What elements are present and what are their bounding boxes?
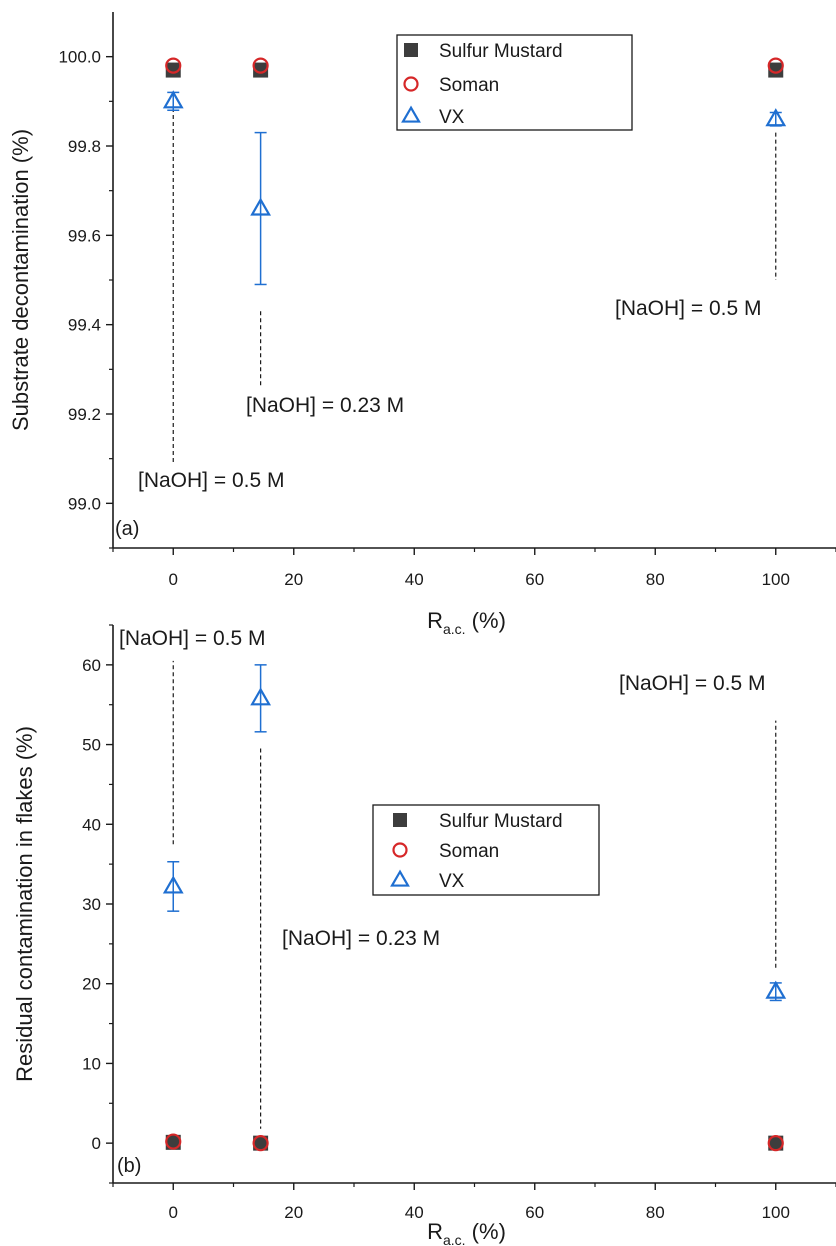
x-tick-label: 20 <box>284 1203 303 1222</box>
sulfur-mustard-point <box>165 1134 181 1150</box>
x-tick-label: 60 <box>525 1203 544 1222</box>
sulfur-mustard-point <box>768 62 784 78</box>
legend-marker-soman <box>403 76 419 92</box>
panel-label: (b) <box>117 1155 141 1177</box>
y-tick-label: 10 <box>82 1054 101 1073</box>
y-tick-label: 50 <box>82 736 101 755</box>
legend-label: Soman <box>439 841 499 862</box>
soman-point <box>252 57 269 74</box>
legend-label: VX <box>439 871 465 892</box>
soman-point <box>165 57 182 74</box>
vx-point <box>162 90 184 109</box>
vx-point <box>765 980 787 999</box>
y-tick-label: 99.6 <box>68 226 101 245</box>
legend-marker-vx <box>401 105 421 123</box>
sulfur-mustard-point <box>165 62 181 78</box>
sulfur-mustard-point <box>253 62 269 78</box>
panel-label: (a) <box>115 518 139 540</box>
annotation-label: [NaOH] = 0.5 M <box>119 627 265 650</box>
vx-point <box>250 197 272 216</box>
legend-box <box>372 804 600 896</box>
x-axis-label-main: R <box>427 608 443 633</box>
x-tick-label: 100 <box>762 570 790 589</box>
x-tick-label: 100 <box>762 1203 790 1222</box>
chart-panel-a: 0 20 40 60 80 100 99.0 99.2 99.4 99.6 99.8 100.0 Sub… <box>8 12 836 637</box>
soman-point <box>767 57 784 74</box>
x-tick-label: 80 <box>646 1203 665 1222</box>
annotation-label: [NaOH] = 0.5 M <box>615 297 761 320</box>
legend-marker-soman <box>392 842 408 858</box>
y-axis-label: Residual contamination in flakes (%) <box>12 726 37 1082</box>
legend-label: Sulfur Mustard <box>439 41 563 62</box>
y-tick-label: 99.2 <box>68 405 101 424</box>
y-tick-label: 60 <box>82 656 101 675</box>
y-tick-label: 100.0 <box>58 48 101 67</box>
x-tick-label: 80 <box>646 570 665 589</box>
x-axis-label-unit: (%) <box>466 608 506 633</box>
annotation-label: [NaOH] = 0.5 M <box>138 469 284 492</box>
x-axis-label-unit: (%) <box>466 1219 506 1244</box>
soman-point <box>165 1133 182 1150</box>
x-tick-label: 0 <box>169 1203 178 1222</box>
y-tick-label: 99.8 <box>68 137 101 156</box>
soman-point <box>767 1135 784 1152</box>
y-tick-label: 99.4 <box>68 316 101 335</box>
y-tick-label: 40 <box>82 815 101 834</box>
legend-marker-sulfur-mustard <box>393 813 407 827</box>
x-tick-label: 20 <box>284 570 303 589</box>
y-axis-label: Substrate decontamination (%) <box>8 129 33 431</box>
annotation-label: [NaOH] = 0.23 M <box>282 927 440 950</box>
y-tick-label: 20 <box>82 975 101 994</box>
soman-point <box>252 1135 269 1152</box>
vx-point <box>250 687 272 706</box>
sulfur-mustard-point <box>768 1135 784 1151</box>
legend-label: Sulfur Mustard <box>439 811 563 832</box>
x-axis-label: Ra.c. (%) <box>427 1219 506 1246</box>
x-axis-label-sub: a.c. <box>443 621 466 637</box>
legend-label: Soman <box>439 75 499 96</box>
annotation-label: [NaOH] = 0.23 M <box>246 394 404 417</box>
x-tick-label: 0 <box>169 570 178 589</box>
vx-point <box>162 875 184 894</box>
x-tick-label: 60 <box>525 570 544 589</box>
x-axis-label-main: R <box>427 1219 443 1244</box>
annotation-label: [NaOH] = 0.5 M <box>619 672 765 695</box>
vx-point <box>765 108 787 127</box>
legend-marker-sulfur-mustard <box>404 43 418 57</box>
legend-marker-vx <box>390 869 410 887</box>
x-axis-label: Ra.c. (%) <box>427 608 506 637</box>
x-axis-label-sub: a.c. <box>443 1232 466 1246</box>
legend-box <box>396 34 633 131</box>
y-tick-label: 99.0 <box>68 494 101 513</box>
sulfur-mustard-point <box>253 1135 269 1151</box>
x-tick-label: 40 <box>405 1203 424 1222</box>
y-tick-label: 30 <box>82 895 101 914</box>
chart-panel-b: 0 20 40 60 80 100 0 10 20 30 40 50 60 Residual contam… <box>12 624 836 1246</box>
x-tick-label: 40 <box>405 570 424 589</box>
y-tick-label: 0 <box>92 1134 101 1153</box>
legend-label: VX <box>439 107 465 128</box>
